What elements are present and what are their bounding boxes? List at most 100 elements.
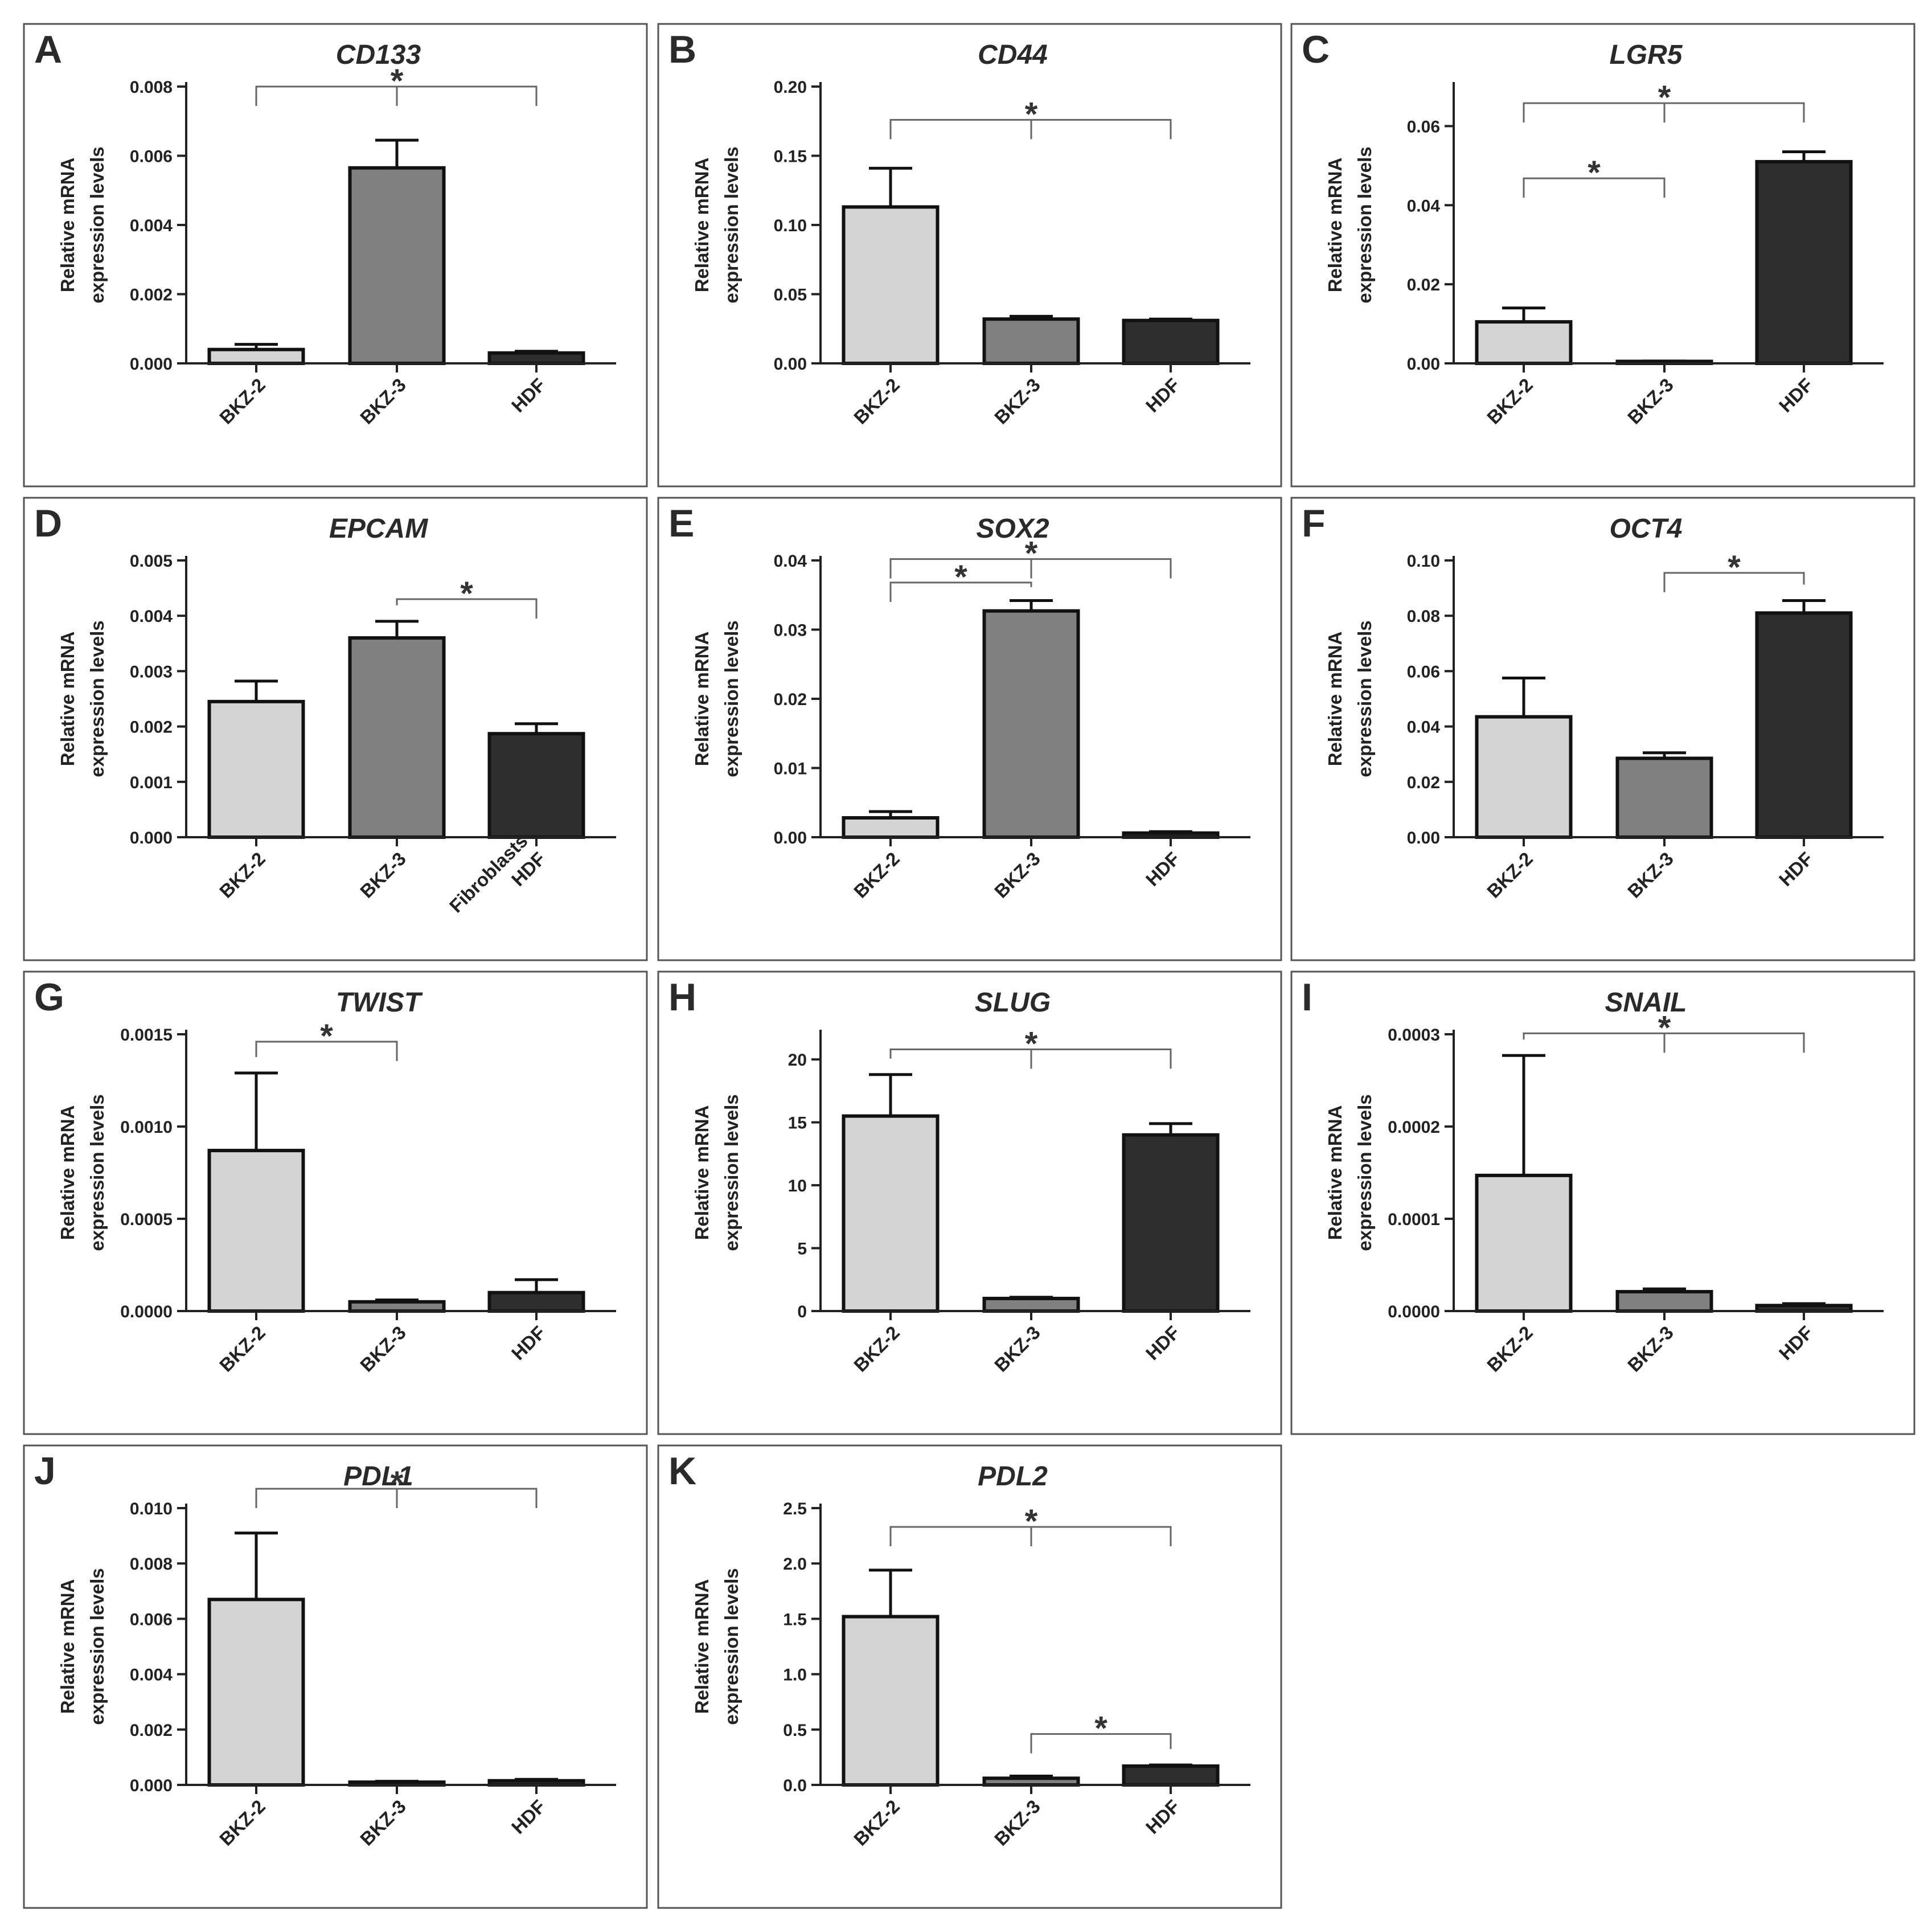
bar	[982, 317, 1080, 365]
significance-star: *	[1094, 1710, 1107, 1747]
y-tick-label: 5	[797, 1240, 807, 1259]
significance-bracket	[396, 598, 538, 619]
significance-bracket	[889, 1049, 1172, 1069]
y-axis-label-line: expression levels	[87, 1568, 108, 1725]
y-tick-label: 0.002	[130, 286, 173, 305]
panel-title: PDL2	[978, 1461, 1048, 1492]
panel-title: SLUG	[975, 988, 1051, 1018]
y-tick-label: 0.06	[1407, 117, 1440, 136]
panel-letter: C	[1302, 28, 1330, 71]
y-axis-label: Relative mRNA expression levels	[1324, 1094, 1375, 1251]
panel-letter: B	[668, 28, 696, 71]
y-axis-label-line: expression levels	[721, 1094, 742, 1251]
y-axis-label-line: Relative mRNA	[1324, 1105, 1346, 1240]
y-tick-label: 0.0010	[120, 1118, 173, 1137]
y-axis-label-line: expression levels	[721, 146, 742, 303]
panel-letter: G	[34, 976, 64, 1019]
panel-letter: F	[1302, 502, 1326, 545]
bar	[1122, 1133, 1220, 1313]
y-axis-label: Relative mRNA expression levels	[57, 620, 108, 777]
panel-letter: E	[668, 502, 694, 545]
y-tick-label: 0.03	[774, 621, 807, 640]
y-tick-label: 2.5	[783, 1500, 807, 1518]
y-axis-label: Relative mRNA expression levels	[691, 1094, 742, 1251]
y-tick-label: 1.0	[783, 1666, 807, 1685]
y-tick-label: 0.00	[1407, 355, 1440, 374]
panel-j: J PDL1 Relative mRNA expression levels 0.000…	[23, 1444, 648, 1909]
panel-frame	[1290, 970, 1915, 1435]
y-tick-label: 0.08	[1407, 607, 1440, 626]
bar	[842, 1615, 940, 1787]
y-tick-label: 0.000	[130, 355, 173, 374]
y-axis-label-line: Relative mRNA	[691, 1105, 712, 1240]
bar	[982, 1296, 1080, 1313]
y-axis-label-line: Relative mRNA	[57, 1579, 78, 1714]
panel-letter: I	[1302, 976, 1312, 1019]
y-tick-label: 2.0	[783, 1555, 807, 1574]
y-tick-label: 0.005	[130, 552, 173, 571]
y-tick-label: 0.10	[1407, 552, 1440, 571]
panel-frame	[23, 1444, 648, 1909]
panel-e: E SOX2 Relative mRNA expression levels 0.00 0…	[657, 497, 1282, 961]
panel-title: CD133	[336, 40, 421, 70]
panel-frame	[657, 1444, 1282, 1909]
panel-title: TWIST	[336, 988, 423, 1018]
y-tick-label: 0.02	[774, 690, 807, 709]
y-axis-label-line: Relative mRNA	[691, 158, 712, 293]
y-tick-label: 0.003	[130, 662, 173, 681]
y-axis-label-line: Relative mRNA	[57, 158, 78, 293]
bar	[1122, 1764, 1220, 1787]
bar	[348, 636, 446, 839]
y-tick-label: 0.004	[130, 1666, 173, 1685]
y-axis-label-line: expression levels	[87, 1094, 108, 1251]
significance-bracket	[255, 1488, 538, 1508]
y-tick-label: 0.0000	[120, 1303, 173, 1321]
bar	[1475, 715, 1573, 839]
bar	[982, 609, 1080, 839]
y-tick-label: 0.01	[774, 760, 807, 779]
bar	[842, 205, 940, 365]
y-tick-label: 0.004	[130, 607, 173, 626]
panel-k: K PDL2 Relative mRNA expression levels 0.0 0.…	[657, 1444, 1282, 1909]
y-tick-label: 0.06	[1407, 662, 1440, 681]
y-tick-label: 0.05	[774, 286, 807, 305]
bar	[1755, 611, 1853, 839]
bar	[1615, 756, 1713, 839]
bar	[207, 347, 305, 366]
significance-bracket	[1523, 177, 1666, 198]
bar	[1475, 1173, 1573, 1313]
panel-frame	[657, 497, 1282, 961]
significance-star: *	[391, 63, 404, 100]
bar	[1755, 159, 1853, 366]
significance-bracket	[255, 1041, 398, 1061]
y-axis-label-line: Relative mRNA	[1324, 158, 1346, 293]
bar	[348, 1300, 446, 1313]
bar	[487, 1291, 585, 1313]
bar	[1122, 318, 1220, 365]
y-tick-label: 0.00	[1407, 829, 1440, 847]
panel-title: SOX2	[976, 514, 1049, 544]
panel-title: PDL1	[343, 1461, 413, 1492]
significance-bracket	[889, 581, 1032, 602]
panel-g: G TWIST Relative mRNA expression levels 0.00…	[23, 970, 648, 1435]
panel-title: EPCAM	[329, 514, 428, 544]
y-tick-label: 0.02	[1407, 773, 1440, 792]
bar	[842, 816, 940, 839]
y-axis-label: Relative mRNA expression levels	[691, 1568, 742, 1725]
bar	[487, 732, 585, 839]
panel-letter: K	[668, 1449, 696, 1493]
y-tick-label: 0.0	[783, 1776, 807, 1795]
significance-star: *	[391, 1465, 404, 1502]
y-tick-label: 0.000	[130, 829, 173, 847]
significance-star: *	[1025, 1503, 1038, 1540]
y-axis-label-line: Relative mRNA	[57, 1105, 78, 1240]
bar	[207, 1598, 305, 1787]
panel-title: LGR5	[1609, 40, 1683, 70]
y-axis-label-line: expression levels	[87, 146, 108, 303]
bar	[842, 1114, 940, 1313]
panel-frame	[23, 23, 648, 488]
y-tick-label: 0.010	[130, 1500, 173, 1518]
y-tick-label: 0.001	[130, 773, 173, 792]
y-tick-label: 0.0000	[1388, 1303, 1440, 1321]
